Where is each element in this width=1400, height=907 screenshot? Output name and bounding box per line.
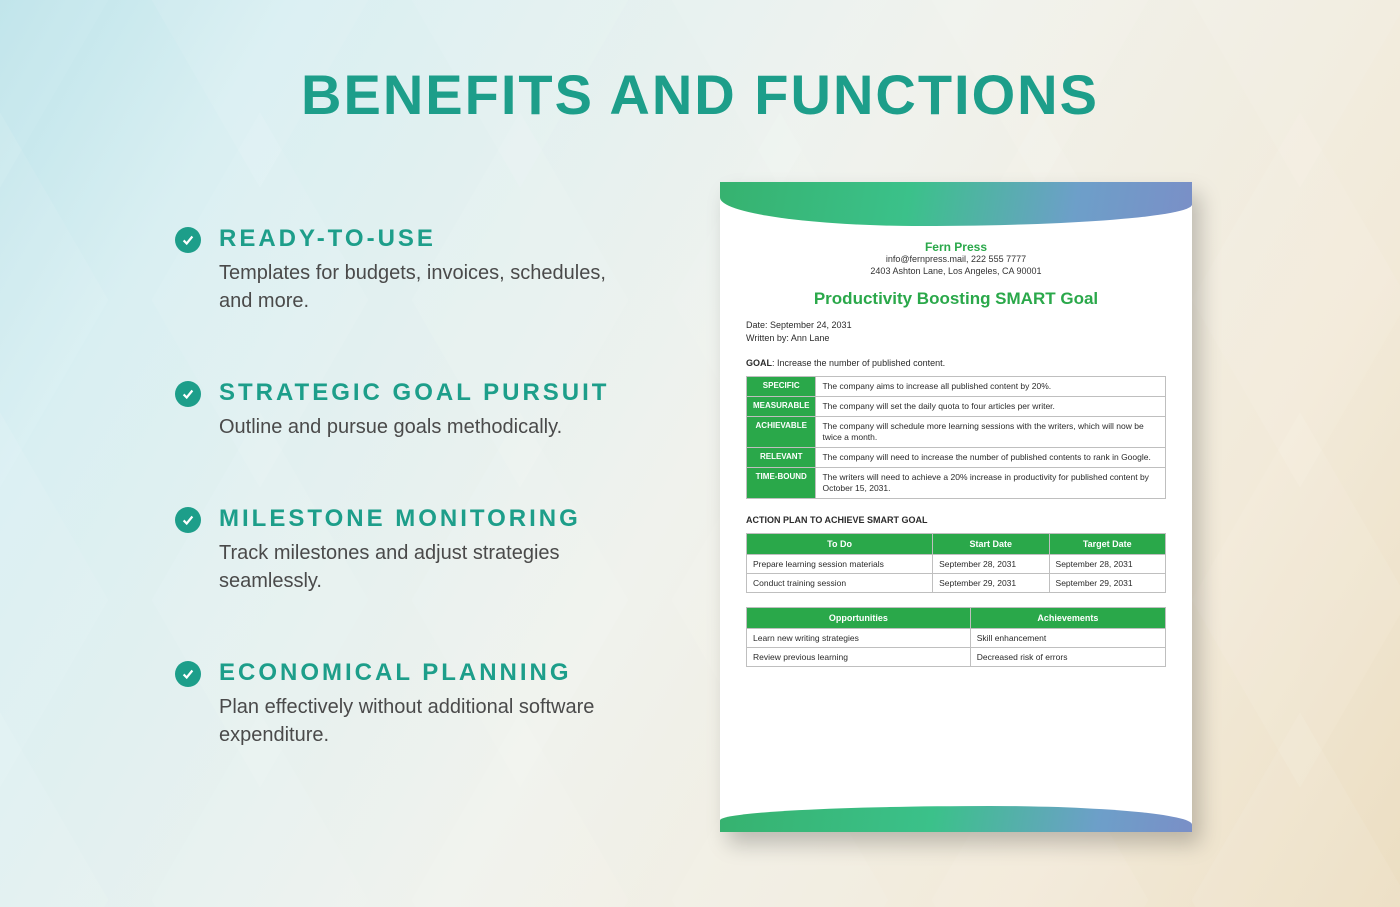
company-address: 2403 Ashton Lane, Los Angeles, CA 90001 bbox=[746, 266, 1166, 278]
doc-footer-wave bbox=[720, 806, 1192, 832]
cell: Learn new writing strategies bbox=[747, 628, 971, 647]
table-row: Review previous learning Decreased risk … bbox=[747, 647, 1166, 666]
doc-title: Productivity Boosting SMART Goal bbox=[746, 289, 1166, 309]
smart-text: The company will need to increase the nu… bbox=[816, 447, 1166, 467]
smart-label: SPECIFIC bbox=[747, 376, 816, 396]
cell: Decreased risk of errors bbox=[970, 647, 1165, 666]
page-title: BENEFITS AND FUNCTIONS bbox=[0, 62, 1400, 127]
cell: September 28, 2031 bbox=[933, 554, 1049, 573]
check-icon bbox=[175, 381, 201, 407]
benefit-desc: Outline and pursue goals methodically. bbox=[219, 413, 609, 441]
col-target: Target Date bbox=[1049, 533, 1165, 554]
benefit-desc: Track milestones and adjust strategies s… bbox=[219, 539, 635, 595]
smart-text: The company will schedule more learning … bbox=[816, 416, 1166, 447]
col-opportunities: Opportunities bbox=[747, 607, 971, 628]
table-row: Opportunities Achievements bbox=[747, 607, 1166, 628]
table-row: To Do Start Date Target Date bbox=[747, 533, 1166, 554]
cell: Review previous learning bbox=[747, 647, 971, 666]
table-row: Conduct training session September 29, 2… bbox=[747, 573, 1166, 592]
benefit-item: ECONOMICAL PLANNING Plan effectively wit… bbox=[175, 659, 635, 749]
benefit-title: READY-TO-USE bbox=[219, 225, 635, 253]
benefit-desc: Plan effectively without additional soft… bbox=[219, 693, 635, 749]
table-row: SPECIFICThe company aims to increase all… bbox=[747, 376, 1166, 396]
smart-text: The company will set the daily quota to … bbox=[816, 396, 1166, 416]
smart-label: RELEVANT bbox=[747, 447, 816, 467]
smart-text: The company aims to increase all publish… bbox=[816, 376, 1166, 396]
smart-text: The writers will need to achieve a 20% i… bbox=[816, 467, 1166, 498]
cell: September 29, 2031 bbox=[1049, 573, 1165, 592]
check-icon bbox=[175, 661, 201, 687]
goal-line: GOAL: Increase the number of published c… bbox=[746, 358, 1166, 368]
benefit-item: MILESTONE MONITORING Track milestones an… bbox=[175, 505, 635, 595]
smart-table: SPECIFICThe company aims to increase all… bbox=[746, 376, 1166, 499]
company-contact: info@fernpress.mail, 222 555 7777 bbox=[746, 254, 1166, 266]
smart-label: TIME-BOUND bbox=[747, 467, 816, 498]
document-preview: Fern Press info@fernpress.mail, 222 555 … bbox=[720, 182, 1192, 832]
col-achievements: Achievements bbox=[970, 607, 1165, 628]
col-start: Start Date bbox=[933, 533, 1049, 554]
goal-prefix: GOAL bbox=[746, 358, 772, 368]
benefit-title: ECONOMICAL PLANNING bbox=[219, 659, 635, 687]
check-icon bbox=[175, 227, 201, 253]
cell: September 28, 2031 bbox=[1049, 554, 1165, 573]
cell: Conduct training session bbox=[747, 573, 933, 592]
cell: Prepare learning session materials bbox=[747, 554, 933, 573]
company-name: Fern Press bbox=[746, 240, 1166, 254]
benefit-item: STRATEGIC GOAL PURSUIT Outline and pursu… bbox=[175, 379, 635, 441]
benefit-item: READY-TO-USE Templates for budgets, invo… bbox=[175, 225, 635, 315]
opportunities-achievements-table: Opportunities Achievements Learn new wri… bbox=[746, 607, 1166, 667]
benefit-title: MILESTONE MONITORING bbox=[219, 505, 635, 533]
cell: Skill enhancement bbox=[970, 628, 1165, 647]
doc-date: Date: September 24, 2031 bbox=[746, 319, 1166, 331]
table-row: Prepare learning session materials Septe… bbox=[747, 554, 1166, 573]
check-icon bbox=[175, 507, 201, 533]
table-row: Learn new writing strategies Skill enhan… bbox=[747, 628, 1166, 647]
table-row: MEASURABLEThe company will set the daily… bbox=[747, 396, 1166, 416]
benefit-title: STRATEGIC GOAL PURSUIT bbox=[219, 379, 609, 407]
action-plan-table: To Do Start Date Target Date Prepare lea… bbox=[746, 533, 1166, 593]
table-row: RELEVANTThe company will need to increas… bbox=[747, 447, 1166, 467]
action-plan-heading: ACTION PLAN TO ACHIEVE SMART GOAL bbox=[746, 515, 1166, 525]
table-row: TIME-BOUNDThe writers will need to achie… bbox=[747, 467, 1166, 498]
doc-author: Written by: Ann Lane bbox=[746, 332, 1166, 344]
benefit-desc: Templates for budgets, invoices, schedul… bbox=[219, 259, 635, 315]
benefits-list: READY-TO-USE Templates for budgets, invo… bbox=[175, 225, 635, 749]
goal-text: : Increase the number of published conte… bbox=[772, 358, 945, 368]
doc-header-wave bbox=[720, 182, 1192, 226]
cell: September 29, 2031 bbox=[933, 573, 1049, 592]
smart-label: ACHIEVABLE bbox=[747, 416, 816, 447]
table-row: ACHIEVABLEThe company will schedule more… bbox=[747, 416, 1166, 447]
col-todo: To Do bbox=[747, 533, 933, 554]
smart-label: MEASURABLE bbox=[747, 396, 816, 416]
